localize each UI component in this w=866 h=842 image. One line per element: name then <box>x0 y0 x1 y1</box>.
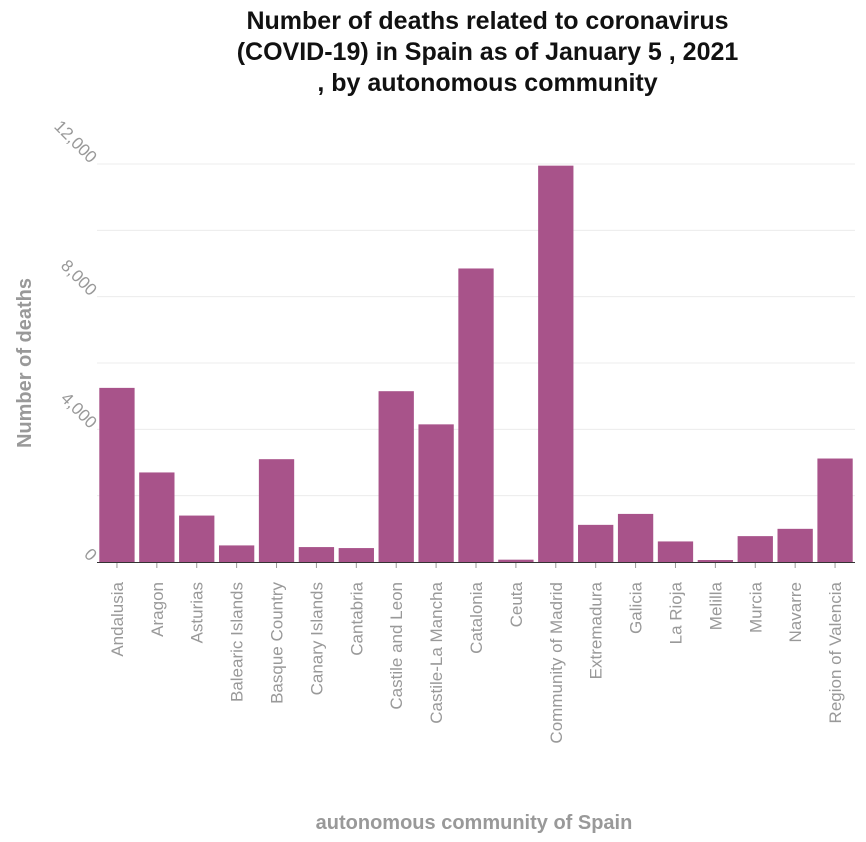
x-tick-label: Canary Islands <box>307 582 326 695</box>
y-tick-label: 4,000 <box>57 389 101 433</box>
bar <box>298 547 335 562</box>
bar <box>617 513 654 562</box>
x-tick-label: Balearic Islands <box>228 582 247 702</box>
x-tick-label: Castile and Leon <box>387 582 406 710</box>
x-tick-label: Andalusia <box>108 581 127 656</box>
bar <box>578 524 614 562</box>
bar <box>258 459 295 562</box>
chart-title-line-1: Number of deaths related to coronavirus <box>246 7 729 35</box>
x-tick-label: Region of Valencia <box>826 581 845 723</box>
bar <box>817 458 853 562</box>
y-tick-label: 12,000 <box>50 117 100 167</box>
bars <box>99 165 853 563</box>
bar <box>378 391 414 562</box>
bar <box>737 536 773 562</box>
x-tick-label: Ceuta <box>507 581 526 627</box>
bar <box>418 424 454 562</box>
bar <box>538 165 574 563</box>
x-tick-label: Melilla <box>706 581 725 630</box>
x-tick-label: Aragon <box>148 582 167 637</box>
x-axis-title: autonomous community of Spain <box>316 812 633 834</box>
bar <box>697 560 734 562</box>
x-tick-label: Basque Country <box>268 582 287 704</box>
bar <box>458 268 494 562</box>
x-tick-label: Cantabria <box>347 581 366 655</box>
bar <box>777 528 813 562</box>
x-axis-ticks: Andalusia Aragon Asturias Balearic Islands B… <box>108 562 845 744</box>
y-axis-ticks: 0 4,000 8,000 12,000 <box>50 117 100 565</box>
x-tick-label: Catalonia <box>467 581 486 653</box>
x-tick-label: Extremadura <box>587 581 606 679</box>
x-tick-label: Murcia <box>746 581 765 633</box>
x-tick-label: Galicia <box>627 581 646 634</box>
y-tick-label: 0 <box>80 545 100 565</box>
chart-title-line-3: , by autonomous community <box>317 69 658 97</box>
bar <box>498 559 534 562</box>
bar <box>139 472 175 562</box>
bar <box>179 515 215 562</box>
x-tick-label: Community of Madrid <box>547 582 566 744</box>
y-axis-title: Number of deaths <box>14 278 36 448</box>
y-tick-label: 8,000 <box>57 256 101 300</box>
bar <box>338 548 374 562</box>
x-tick-label: Asturias <box>188 582 207 643</box>
bar <box>657 541 694 562</box>
bar <box>99 387 135 562</box>
x-tick-label: Castile-La Mancha <box>427 581 446 723</box>
chart-title: Number of deaths related to coronavirus … <box>120 6 855 99</box>
x-tick-label: Navarre <box>786 582 805 642</box>
bar <box>218 545 255 562</box>
x-tick-label: La Rioja <box>666 581 685 644</box>
chart-title-line-2: (COVID-19) in Spain as of January 5 , 20… <box>236 38 739 66</box>
